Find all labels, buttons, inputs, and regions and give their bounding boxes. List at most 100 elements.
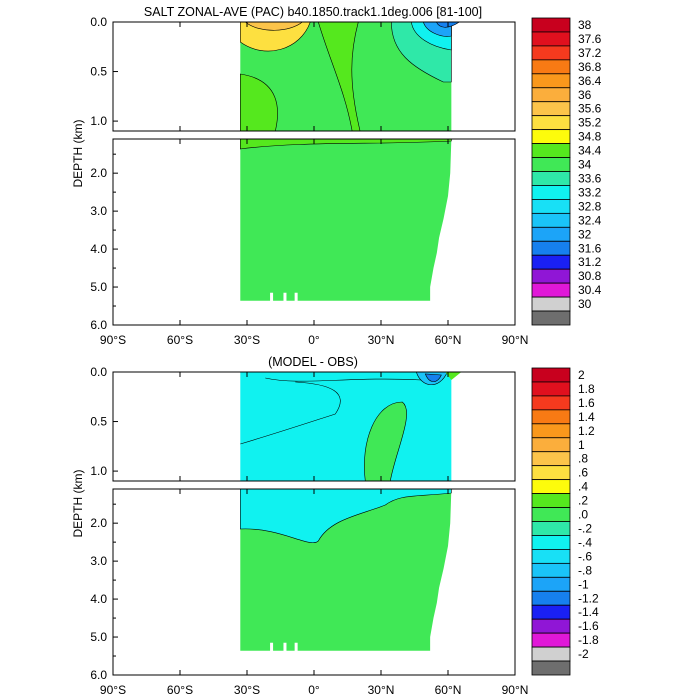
y-tick-label: 6.0 bbox=[90, 318, 107, 332]
y-tick-label: 3.0 bbox=[90, 554, 107, 568]
colorbar: 21.81.61.41.21.8.6.4.2.0-.2-.4-.6-.8-1-1… bbox=[531, 367, 599, 676]
x-tick-label: 30°S bbox=[234, 683, 260, 697]
colorbar-box bbox=[531, 562, 571, 578]
y-tick-label: 3.0 bbox=[90, 204, 107, 218]
colorbar-box bbox=[531, 590, 571, 606]
colorbar-label: -1.6 bbox=[578, 619, 599, 633]
colorbar-box bbox=[531, 129, 571, 144]
seafloor-notch bbox=[283, 292, 287, 303]
colorbar-label: 33.6 bbox=[578, 171, 602, 185]
colorbar-box bbox=[531, 101, 571, 117]
y-tick-label: 0.5 bbox=[90, 415, 107, 429]
colorbar-box bbox=[531, 185, 571, 200]
colorbar-label: -.4 bbox=[578, 535, 592, 549]
colorbar-label: 31.6 bbox=[578, 241, 602, 255]
colorbar-box bbox=[531, 451, 571, 467]
colorbar-box bbox=[531, 604, 571, 620]
colorbar-box bbox=[531, 296, 571, 312]
x-tick-label: 0° bbox=[308, 333, 320, 347]
colorbar-box bbox=[531, 157, 571, 172]
colorbar-label: -.2 bbox=[578, 521, 592, 535]
y-axis-label: DEPTH (km) bbox=[71, 120, 85, 188]
seafloor-notch bbox=[270, 642, 274, 653]
y-tick-label: 4.0 bbox=[90, 242, 107, 256]
colorbar-box bbox=[531, 618, 571, 634]
colorbar-box bbox=[531, 479, 571, 494]
colorbar-label: 32.8 bbox=[578, 199, 602, 213]
colorbar-label: 32.4 bbox=[578, 213, 602, 227]
colorbar: 3837.637.236.836.43635.635.234.834.43433… bbox=[531, 17, 602, 326]
colorbar-label: 34.4 bbox=[578, 144, 602, 158]
colorbar-box bbox=[531, 632, 571, 648]
seafloor-notch bbox=[283, 642, 287, 653]
contour-neg-1 bbox=[424, 373, 442, 382]
colorbar-label: 37.6 bbox=[578, 32, 602, 46]
colorbar-box bbox=[531, 367, 571, 383]
y-tick-label: 5.0 bbox=[90, 630, 107, 644]
colorbar-label: 32 bbox=[578, 227, 592, 241]
chart-title: SALT ZONAL-AVE (PAC) b40.1850.track1.1de… bbox=[144, 5, 482, 19]
chart-title: (MODEL - OBS) bbox=[268, 355, 358, 369]
colorbar-label: 34 bbox=[578, 158, 592, 172]
upper-field bbox=[240, 372, 462, 481]
x-tick-label: 90°S bbox=[100, 333, 126, 347]
colorbar-label: 30.8 bbox=[578, 269, 602, 283]
colorbar-box bbox=[531, 115, 571, 131]
contour-neg-0.4 bbox=[265, 377, 422, 382]
colorbar-label: 35.2 bbox=[578, 116, 602, 130]
colorbar-label: -.6 bbox=[578, 549, 592, 563]
y-axis-label: DEPTH (km) bbox=[71, 470, 85, 538]
colorbar-box bbox=[531, 282, 571, 298]
colorbar-label: 37.2 bbox=[578, 46, 602, 60]
x-tick-label: 60°S bbox=[167, 683, 193, 697]
colorbar-box bbox=[531, 381, 571, 397]
colorbar-box bbox=[531, 549, 571, 564]
colorbar-box bbox=[531, 171, 571, 186]
x-tick-label: 60°N bbox=[435, 683, 462, 697]
x-tick-label: 30°S bbox=[234, 333, 260, 347]
colorbar-label: 38 bbox=[578, 18, 592, 32]
x-tick-label: 90°S bbox=[100, 683, 126, 697]
upper-field bbox=[240, 22, 460, 131]
colorbar-label: .6 bbox=[578, 466, 588, 480]
colorbar-label: .0 bbox=[578, 508, 588, 522]
y-tick-label: 4.0 bbox=[90, 592, 107, 606]
y-tick-label: 2.0 bbox=[90, 516, 107, 530]
colorbar-box bbox=[531, 45, 571, 61]
y-tick-label: 5.0 bbox=[90, 280, 107, 294]
contour-pos-coast bbox=[445, 372, 462, 380]
colorbar-label: -2 bbox=[578, 647, 589, 661]
colorbar-label: .8 bbox=[578, 452, 588, 466]
field-fill bbox=[240, 139, 452, 303]
lower-field bbox=[240, 489, 452, 653]
colorbar-box bbox=[531, 493, 571, 508]
x-tick-label: 30°N bbox=[368, 683, 395, 697]
contour-34.8-deep bbox=[240, 139, 452, 150]
colorbar-box bbox=[531, 535, 571, 550]
colorbar-label: -1.4 bbox=[578, 605, 599, 619]
colorbar-box bbox=[531, 254, 571, 270]
colorbar-box bbox=[531, 226, 571, 242]
y-tick-label: 0.0 bbox=[90, 365, 107, 379]
colorbar-box bbox=[531, 437, 571, 453]
colorbar-box bbox=[531, 521, 571, 536]
colorbar-label: 33.2 bbox=[578, 185, 602, 199]
colorbar-box bbox=[531, 212, 571, 228]
colorbar-label: -.8 bbox=[578, 563, 592, 577]
seafloor-notch bbox=[294, 292, 298, 303]
colorbar-box bbox=[531, 143, 571, 158]
colorbar-label: 35.6 bbox=[578, 102, 602, 116]
y-tick-label: 1.0 bbox=[90, 464, 107, 478]
colorbar-label: 1.2 bbox=[578, 424, 595, 438]
colorbar-label: -1 bbox=[578, 577, 589, 591]
colorbar-label: 1.8 bbox=[578, 382, 595, 396]
colorbar-box bbox=[531, 31, 571, 47]
x-tick-label: 60°S bbox=[167, 333, 193, 347]
y-tick-label: 2.0 bbox=[90, 166, 107, 180]
colorbar-box bbox=[531, 576, 571, 592]
contour-35.2 bbox=[240, 22, 311, 52]
colorbar-box bbox=[531, 507, 571, 522]
colorbar-label: 36.4 bbox=[578, 74, 602, 88]
y-tick-label: 6.0 bbox=[90, 668, 107, 682]
colorbar-box bbox=[531, 409, 571, 425]
